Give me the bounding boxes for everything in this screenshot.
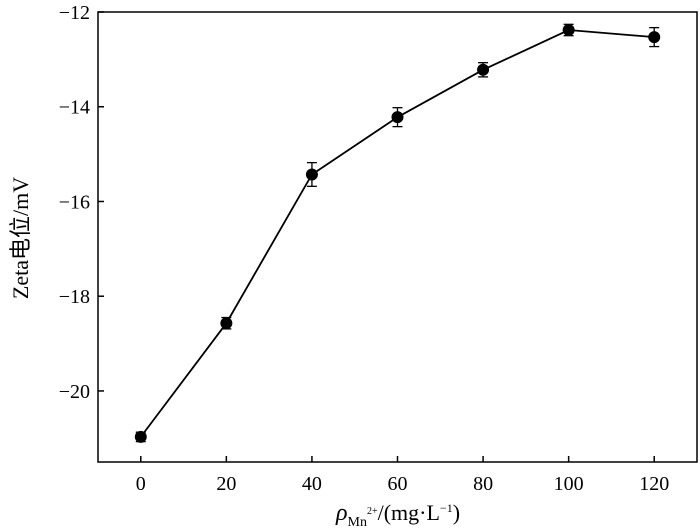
- data-point: [305, 168, 318, 181]
- y-tick-label: −12: [59, 2, 90, 24]
- data-point: [391, 111, 404, 124]
- x-axis-title-part: Mn: [348, 515, 367, 530]
- x-tick-label: 0: [136, 473, 146, 495]
- x-tick-label: 80: [473, 473, 493, 495]
- data-point: [562, 24, 575, 36]
- data-point: [220, 317, 233, 330]
- x-axis-title-part: ρ: [335, 500, 348, 526]
- data-point: [477, 63, 490, 76]
- y-tick-label: −16: [59, 191, 90, 213]
- x-tick-label: 20: [216, 473, 236, 495]
- x-tick-label: 40: [302, 473, 322, 495]
- data-point: [648, 31, 661, 44]
- data-point: [134, 430, 147, 443]
- x-tick-label: 60: [388, 473, 408, 495]
- y-axis-title: Zeta电位/mV: [8, 177, 33, 299]
- x-axis-title-part: ): [453, 500, 460, 525]
- x-axis-title-part: 2+: [367, 506, 378, 517]
- zeta-series-line: [140, 29, 655, 438]
- x-axis-title-part: /(mg·L: [378, 500, 440, 525]
- plot-layer: [134, 23, 661, 443]
- y-tick-label: −20: [59, 381, 90, 403]
- x-tick-label: 100: [554, 473, 584, 495]
- x-axis-title-part: −1: [440, 501, 453, 515]
- y-tick-label: −18: [59, 286, 90, 308]
- axes-layer: 0 20 40 60 80 100 120 −20 −18 −16 −14 −12: [59, 2, 698, 495]
- plot-frame: [97, 11, 698, 463]
- y-tick-label: −14: [59, 97, 90, 119]
- x-tick-label: 120: [639, 473, 669, 495]
- x-axis-title: ρMn2+/(mg·L−1): [335, 500, 460, 530]
